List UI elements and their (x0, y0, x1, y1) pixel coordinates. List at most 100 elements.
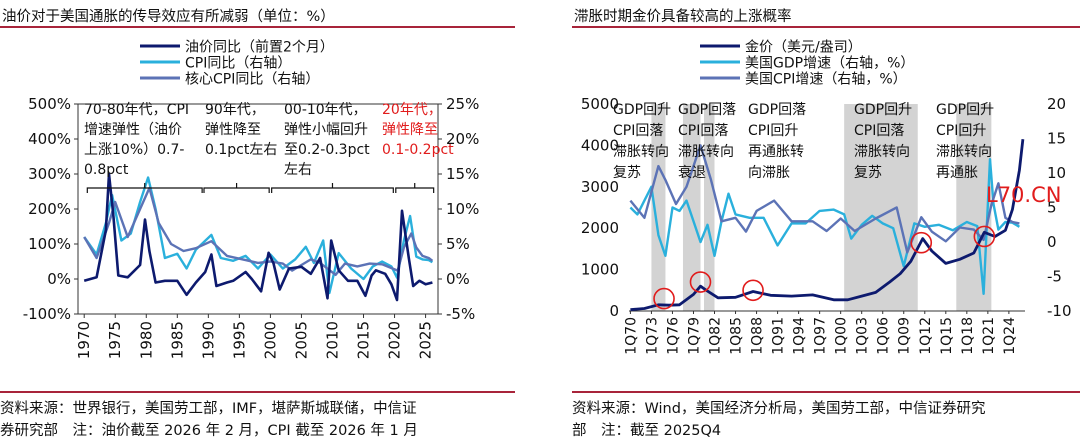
phase-label-0-line-2: 滞胀转向 (613, 144, 669, 160)
left-y2-tick-label: 20% (446, 130, 479, 148)
phase-label-2-line-3: 向滞胀 (748, 165, 790, 181)
phase-label-1-line-3: 衰退 (678, 164, 706, 181)
right-y2-tick-label: 10 (1047, 164, 1066, 182)
highlight-circle-0 (653, 287, 675, 310)
left-y-tick-label: 500% (28, 95, 71, 113)
left-x-tick-label: 1990 (199, 321, 217, 359)
right-x-tick-label: 1Q00 (834, 317, 850, 355)
right-source-line-2: 部 注：截至 2025Q4 (572, 423, 722, 439)
left-x-tick-label: 2005 (292, 321, 310, 359)
right-y2-tick-label: 20 (1047, 95, 1066, 113)
era-bracket-1 (203, 187, 270, 193)
left-y2-tick-label: 15% (446, 165, 479, 183)
right-x-tick-label: 1Q91 (771, 317, 787, 355)
era-annotation-0-line-2: 上涨10%）0.7- (84, 142, 184, 158)
highlight-circle-3 (910, 231, 933, 254)
left-panel: 油价对于美国通胀的传导效应有所减弱（单位：%） 油价同比（前置2个月） CPI同比… (0, 0, 515, 447)
phase-label-0-line-0: GDP回升 (613, 102, 671, 118)
left-y2-tick-label: 10% (446, 200, 479, 218)
left-x-tick-label: 2000 (261, 321, 279, 359)
left-x-tick-label: 1980 (137, 321, 155, 359)
left-y2-tick-label: 25% (446, 95, 479, 113)
right-title-rule (572, 26, 1080, 28)
legend-label-2: 核心CPI同比（右轴） (185, 72, 319, 88)
left-x-tick-label: 2020 (386, 321, 404, 359)
right-panel-title: 滞胀时期金价具备较高的上涨概率 (574, 9, 792, 25)
left-source-note: 资料来源：世界银行，美国劳工部，IMF，堪萨斯城联储，中信证 券研究部 注：油价… (0, 398, 418, 442)
right-series-line-0 (630, 139, 1025, 311)
highlight-circle-1 (689, 271, 712, 293)
right-x-tick-label: 1Q94 (792, 317, 808, 355)
right-y-tick-label: 1000 (581, 261, 619, 279)
right-x-tick-label: 1Q88 (750, 317, 766, 355)
right-source-line-1: 资料来源：Wind，美国经济分析局，美国劳工部，中信证券研究 (572, 401, 986, 417)
legend-label-2: 美国CPI增速（右轴，%） (745, 72, 907, 88)
right-source-rule (572, 391, 1080, 393)
left-y-tick-label: 0% (47, 270, 71, 288)
era-annotation-3-line-1: 弹性降至 (382, 122, 438, 138)
phase-label-3-line-0: GDP回升 (854, 102, 912, 118)
legend-label-1: 美国GDP增速（右轴，%） (745, 56, 914, 72)
phase-label-4-line-2: 滞胀转向 (936, 144, 992, 160)
phase-label-0-line-1: CPI回落 (613, 123, 663, 139)
left-y2-tick-label: 0% (446, 270, 470, 288)
highlight-circle-2 (742, 279, 764, 302)
left-x-tick-label: 1970 (75, 321, 93, 359)
watermark-logo: L70.CN (986, 183, 1061, 207)
left-x-tick-label: 1975 (106, 321, 124, 359)
phase-label-2-line-2: 再通胀转 (748, 144, 804, 160)
phase-label-2-line-1: CPI回升 (748, 123, 798, 139)
right-x-tick-label: 1Q24 (1002, 317, 1018, 355)
left-y2-tick-label: 5% (446, 235, 470, 253)
phase-label-4-line-0: GDP回升 (936, 102, 994, 118)
left-series-line-0 (83, 172, 433, 302)
right-x-tick-label: 1Q70 (623, 317, 639, 355)
phase-label-3-line-2: 滞胀转向 (854, 144, 910, 160)
era-annotation-2-line-1: 弹性小幅回升 (284, 122, 368, 138)
right-x-tick-label: 1Q18 (960, 317, 976, 355)
right-y-tick-label: 2000 (581, 219, 619, 237)
right-y-tick-label: 5000 (581, 95, 619, 113)
phase-label-2-line-0: GDP回落 (748, 102, 806, 118)
left-source-line-2: 券研究部 注：油价截至 2026 年 2 月，CPI 截至 2026 年 1 月 (0, 423, 418, 439)
left-chart: 油价同比（前置2个月）CPI同比（右轴）核心CPI同比（右轴） 500% 400% 3… (23, 39, 480, 360)
right-y2-tick-label: -5 (1047, 268, 1062, 286)
phase-label-4-line-1: CPI回升 (936, 123, 986, 139)
left-panel-title: 油价对于美国通胀的传导效应有所减弱（单位：%） (2, 9, 335, 25)
right-series-line-1 (629, 158, 1021, 295)
right-x-tick-label: 1Q79 (686, 317, 702, 355)
left-title-rule (0, 26, 515, 28)
shaded-period-2 (703, 104, 715, 311)
left-x-tick-label: 2010 (323, 321, 341, 359)
left-source-line-1: 资料来源：世界银行，美国劳工部，IMF，堪萨斯城联储，中信证 (0, 401, 417, 417)
right-x-tick-label: 1Q09 (897, 317, 913, 355)
legend-label-0: 金价（美元/盎司） (745, 40, 862, 56)
right-x-tick-label: 1Q15 (939, 317, 955, 355)
era-bracket-3 (395, 187, 435, 193)
right-x-tick-label: 1Q21 (981, 317, 997, 355)
right-x-tick-label: 1Q12 (918, 317, 934, 355)
phase-label-0-line-3: 复苏 (613, 164, 641, 181)
right-x-tick-label: 1Q85 (729, 317, 745, 355)
era-annotation-0-line-3: 0.8pct (84, 162, 129, 178)
left-series-line-1 (83, 176, 433, 295)
era-annotation-2-line-2: 至0.2-0.3pct (284, 142, 370, 158)
left-y-tick-label: -100% (23, 305, 71, 323)
left-y-tick-label: 200% (28, 200, 71, 218)
phase-label-1-line-2: 滞胀转向 (678, 144, 734, 160)
left-y-tick-label: 400% (28, 130, 71, 148)
left-x-tick-label: 2015 (355, 321, 373, 359)
right-x-tick-label: 1Q73 (644, 317, 660, 355)
right-y-tick-label: 4000 (581, 136, 619, 154)
right-y2-tick-label: 0 (1047, 233, 1057, 251)
left-x-tick-label: 1985 (168, 321, 186, 359)
era-annotation-1-line-2: 0.1pct左右 (205, 142, 277, 158)
legend-label-0: 油价同比（前置2个月） (185, 39, 334, 56)
shaded-period-3 (844, 104, 918, 311)
right-x-tick-label: 1Q06 (876, 317, 892, 355)
left-x-tick-label: 2025 (417, 321, 435, 359)
right-chart: 金价（美元/盎司）美国GDP增速（右轴，%）美国CPI增速（右轴，%） 5000 4… (581, 40, 1072, 355)
shaded-period-0 (651, 104, 666, 311)
left-y2-tick-label: -5% (446, 305, 475, 323)
right-x-tick-label: 1Q03 (855, 317, 871, 355)
